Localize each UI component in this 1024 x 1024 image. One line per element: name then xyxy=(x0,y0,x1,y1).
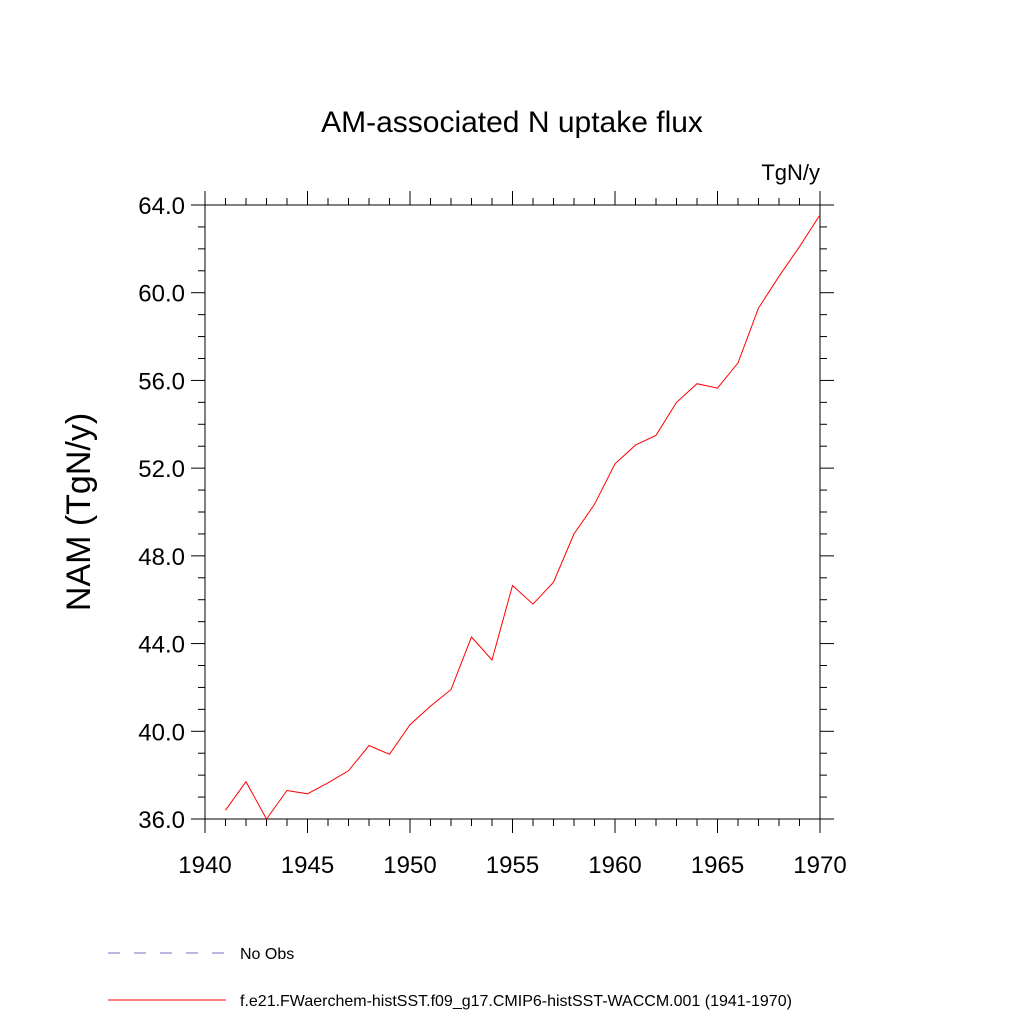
x-tick-label: 1955 xyxy=(486,852,539,879)
y-tick-label: 40.0 xyxy=(138,719,185,746)
legend-label-1: f.e21.FWaerchem-histSST.f09_g17.CMIP6-hi… xyxy=(240,993,792,1010)
x-tick-label: 1945 xyxy=(281,852,334,879)
axes: 1940 1945 1950 1955 1960 1965 1970 36.0 40.0 44.0… xyxy=(138,191,847,879)
chart-title: AM-associated N uptake flux xyxy=(321,106,703,139)
y-axis-label: NAM (TgN/y) xyxy=(60,413,98,611)
x-tick-label: 1960 xyxy=(588,852,641,879)
series-line-0 xyxy=(225,214,821,820)
y-tick-label: 60.0 xyxy=(138,281,185,308)
legend: No Obs f.e21.FWaerchem-histSST.f09_g17.CM… xyxy=(108,946,792,1010)
units-label: TgN/y xyxy=(761,160,820,185)
plot-frame xyxy=(204,204,821,820)
y-tick-label: 52.0 xyxy=(138,456,185,483)
x-tick-label: 1950 xyxy=(383,852,436,879)
y-tick-label: 44.0 xyxy=(138,632,185,659)
series-layer xyxy=(225,214,821,820)
x-tick-label: 1970 xyxy=(793,852,846,879)
y-tick-label: 64.0 xyxy=(138,193,185,220)
legend-label-0: No Obs xyxy=(240,946,294,963)
x-tick-label: 1965 xyxy=(691,852,744,879)
y-tick-label: 56.0 xyxy=(138,368,185,395)
y-tick-label: 36.0 xyxy=(138,807,185,834)
x-tick-label: 1940 xyxy=(178,852,231,879)
y-tick-label: 48.0 xyxy=(138,544,185,571)
